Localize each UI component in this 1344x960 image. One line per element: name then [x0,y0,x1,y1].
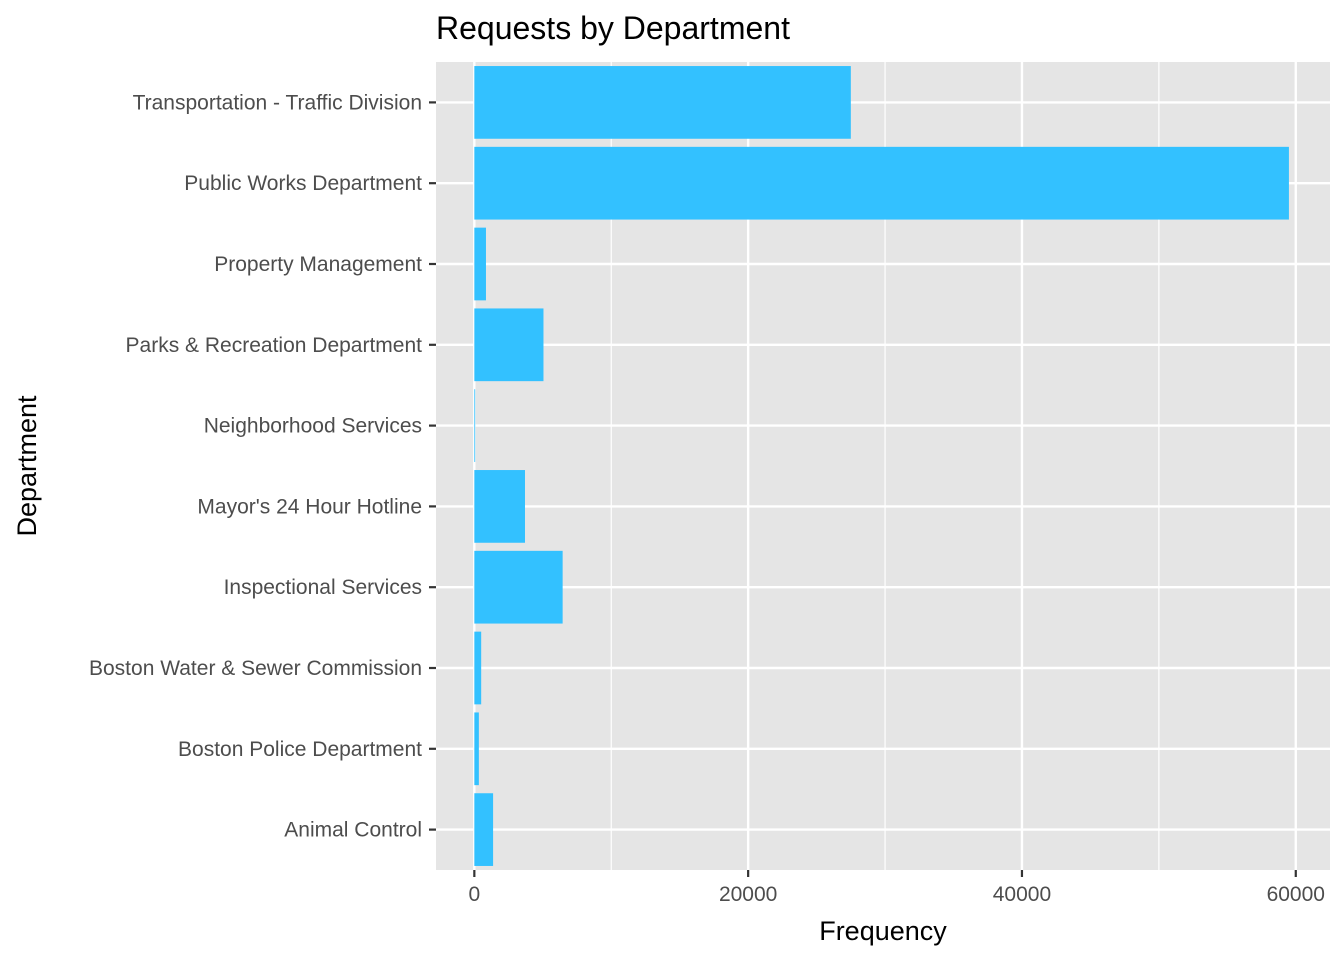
bars [474,66,1289,866]
bar [474,389,476,462]
bar [474,631,482,705]
x-axis-title: Frequency [819,916,947,946]
x-tick-label: 40000 [993,883,1051,906]
y-tick-label: Mayor's 24 Hour Hotline [197,495,422,518]
x-tick-label: 60000 [1267,883,1325,906]
bar [474,66,851,139]
x-axis-tick-labels: 0 20000 40000 60000 [468,883,1324,906]
x-tick-label: 0 [468,883,480,906]
bar [474,712,479,786]
y-tick-label: Neighborhood Services [204,415,422,438]
bar [474,470,525,543]
chart-title: Requests by Department [436,10,790,46]
bar [474,308,544,382]
y-tick-label: Animal Control [284,819,422,842]
bar [474,550,563,624]
bar [474,793,494,866]
y-tick-label: Property Management [214,253,422,276]
bar [474,146,1289,220]
x-axis-ticks [473,870,1297,877]
x-tick-label: 20000 [719,883,777,906]
y-tick-label: Public Works Department [184,172,422,195]
y-axis-title: Department [12,395,42,537]
y-tick-label: Boston Water & Sewer Commission [89,657,422,680]
y-axis-tick-labels: Transportation - Traffic Division Public … [89,91,422,841]
y-axis-ticks [429,101,436,831]
y-tick-label: Transportation - Traffic Division [133,91,422,114]
y-tick-label: Parks & Recreation Department [126,334,423,357]
y-tick-label: Boston Police Department [178,738,422,761]
y-tick-label: Inspectional Services [224,576,422,599]
bar [474,227,486,301]
